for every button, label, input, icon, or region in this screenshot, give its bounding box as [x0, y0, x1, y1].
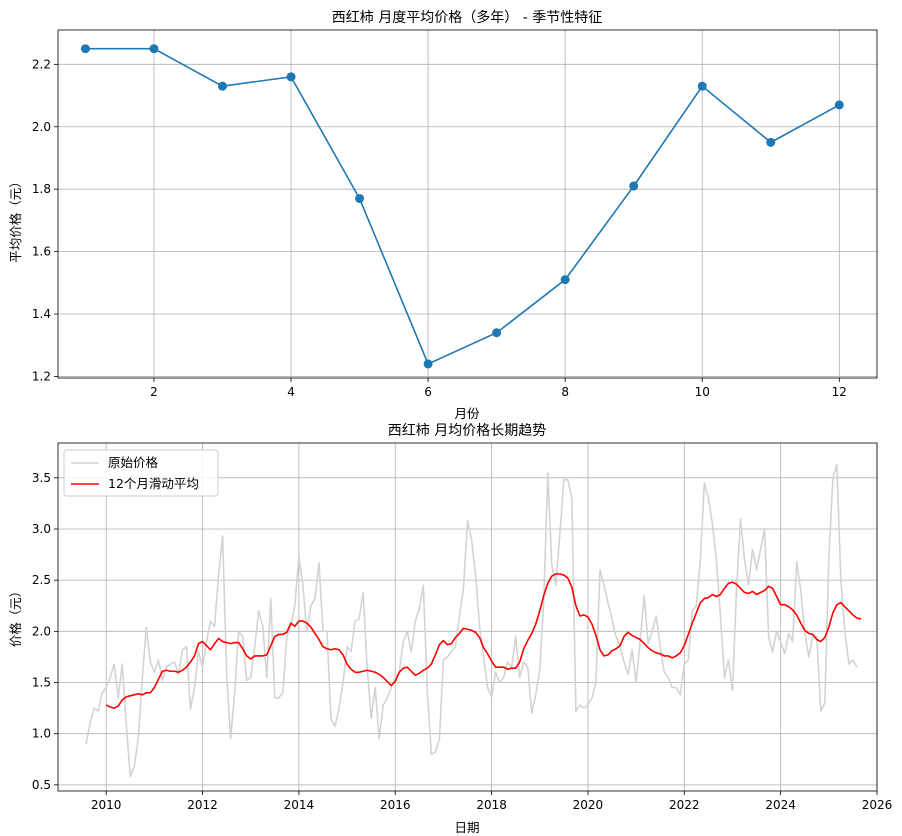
chart1-title: 西红柿 月度平均价格（多年） - 季节性特征 — [332, 9, 602, 26]
chart1-series-line — [85, 47, 840, 366]
chart1-y-tick-label: 2.0 — [32, 120, 51, 134]
chart1-y-tick-label: 1.4 — [32, 307, 51, 321]
chart1-y-axis-label: 平均价格（元） — [8, 175, 23, 263]
chart2-x-axis-label: 日期 — [454, 820, 479, 835]
chart1-data-point — [834, 100, 844, 110]
chart2-y-axis-label: 价格（元） — [8, 585, 23, 648]
chart1-data-point — [629, 181, 639, 191]
legend-frame — [63, 449, 219, 497]
chart1-y-tick-label: 1.2 — [32, 369, 51, 383]
chart2-y-tick-label: 1.0 — [32, 727, 51, 741]
chart1-y-tick-label: 2.2 — [32, 57, 51, 71]
chart1-x-tick-label: 6 — [424, 385, 432, 399]
seasonal-chart: 西红柿 月度平均价格（多年） - 季节性特征 月份 平均价格（元） 2 4 6 8 10… — [8, 9, 878, 421]
chart2-x-tick-label: 2010 — [91, 798, 122, 812]
chart2-moving-average-line — [105, 573, 862, 709]
chart2-x-tick-label: 2020 — [573, 798, 604, 812]
chart2-x-tick-label: 2018 — [476, 798, 507, 812]
chart2-y-tick-label: 0.5 — [32, 778, 51, 792]
chart1-x-tick-label: 4 — [287, 385, 295, 399]
chart2-x-tick-label: 2014 — [284, 798, 315, 812]
chart2-y-tick-label: 2.5 — [32, 573, 51, 587]
chart1-x-tick-label: 2 — [150, 385, 158, 399]
chart1-x-tick-label: 8 — [561, 385, 569, 399]
chart2-y-tick-label: 3.5 — [32, 471, 51, 485]
chart1-data-point — [492, 328, 502, 338]
chart2-x-tick-label: 2016 — [380, 798, 411, 812]
chart2-x-tick-label: 2026 — [862, 798, 893, 812]
trend-chart: 西红柿 月均价格长期趋势 日期 价格（元） 原始价格 12个月滑动平均 2010… — [8, 422, 892, 835]
chart1-y-tick-label: 1.6 — [32, 245, 51, 259]
chart2-raw-price-line — [85, 463, 858, 778]
chart1-data-point — [80, 44, 90, 54]
legend-label-moving-average: 12个月滑动平均 — [108, 476, 199, 491]
chart2-y-tick-label: 3.0 — [32, 522, 51, 536]
chart1-data-point — [766, 137, 776, 147]
chart2-plot-frame — [57, 442, 878, 792]
chart1-data-point — [149, 44, 159, 54]
chart2-x-tick-label: 2024 — [765, 798, 796, 812]
chart1-x-axis-label: 月份 — [454, 406, 480, 421]
chart1-data-point — [217, 81, 227, 91]
chart1-x-tick-label: 12 — [832, 385, 847, 399]
chart2-y-tick-label: 1.5 — [32, 676, 51, 690]
chart1-data-point — [697, 81, 707, 91]
chart2-x-tick-label: 2012 — [187, 798, 218, 812]
chart1-y-tick-label: 1.8 — [32, 182, 51, 196]
chart2-legend: 原始价格 12个月滑动平均 — [63, 449, 219, 497]
chart1-x-tick-label: 10 — [695, 385, 710, 399]
chart1-data-point — [286, 72, 296, 82]
chart2-y-tick-label: 2.0 — [32, 624, 51, 638]
chart1-data-point — [560, 275, 570, 285]
chart1-grid — [58, 30, 877, 378]
chart1-plot-frame — [57, 29, 878, 379]
chart1-data-point — [423, 359, 433, 369]
chart2-title: 西红柿 月均价格长期趋势 — [388, 422, 546, 439]
legend-label-raw-price: 原始价格 — [108, 455, 159, 470]
chart2-x-tick-label: 2022 — [669, 798, 700, 812]
chart1-data-point — [355, 194, 365, 204]
